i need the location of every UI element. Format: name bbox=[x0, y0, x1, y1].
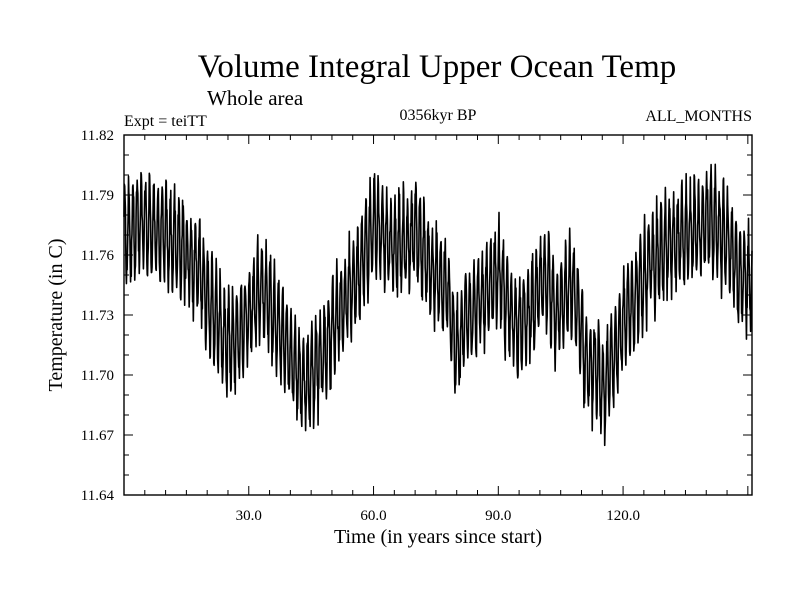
x-tick-labels: 30.0 60.0 90.0 120.0 bbox=[236, 508, 640, 524]
x-axis-label: Time (in years since start) bbox=[334, 526, 542, 548]
x-tick-label: 90.0 bbox=[485, 508, 511, 524]
plot-area bbox=[123, 134, 753, 496]
series-line bbox=[123, 163, 753, 447]
period-label: 0356kyr BP bbox=[400, 107, 477, 124]
chart-title: Volume Integral Upper Ocean Temp bbox=[198, 49, 676, 85]
y-tick-label: 11.67 bbox=[81, 428, 115, 444]
expt-label: Expt = teiTT bbox=[124, 113, 207, 130]
y-tick-labels: 11.64 11.67 11.70 11.73 11.76 11.79 11.82 bbox=[81, 128, 115, 504]
chart-subtitle: Whole area bbox=[207, 86, 304, 110]
y-tick-label: 11.76 bbox=[81, 248, 115, 264]
y-tick-label: 11.82 bbox=[81, 128, 114, 144]
y-tick-label: 11.73 bbox=[81, 308, 114, 324]
x-tick-label: 60.0 bbox=[360, 508, 386, 524]
x-tick-label: 30.0 bbox=[236, 508, 262, 524]
months-label: ALL_MONTHS bbox=[645, 108, 752, 125]
plot-frame bbox=[123, 134, 753, 496]
y-tick-label: 11.70 bbox=[81, 368, 114, 384]
y-axis-label: Temperature (in C) bbox=[45, 239, 67, 392]
y-tick-label: 11.64 bbox=[81, 488, 115, 504]
y-tick-label: 11.79 bbox=[81, 188, 114, 204]
x-tick-label: 120.0 bbox=[606, 508, 640, 524]
